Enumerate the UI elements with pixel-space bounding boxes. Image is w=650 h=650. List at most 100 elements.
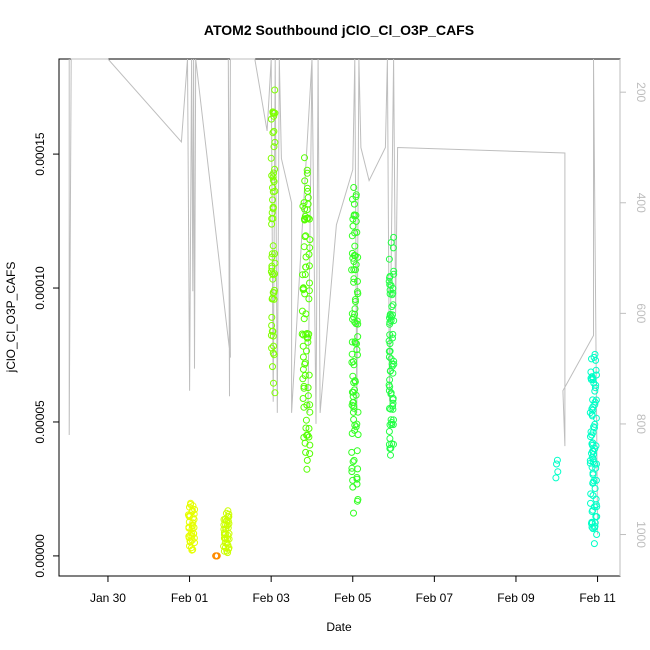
data-point	[304, 338, 312, 346]
data-point	[271, 389, 279, 397]
data-point	[588, 519, 596, 527]
data-point	[349, 393, 357, 401]
data-point	[302, 263, 310, 271]
y-tick-label: 0.00000	[33, 534, 47, 578]
x-tick-label: Feb 07	[416, 591, 454, 605]
data-point	[553, 456, 561, 464]
data-point	[592, 356, 600, 364]
data-point	[270, 127, 278, 135]
data-point	[387, 416, 395, 424]
data-point	[350, 278, 358, 286]
data-point	[590, 379, 598, 387]
data-point	[348, 350, 356, 358]
data-point	[270, 289, 278, 297]
data-point	[348, 448, 356, 456]
data-point	[352, 320, 360, 328]
data-point	[588, 441, 596, 449]
data-point	[388, 440, 396, 448]
data-point	[387, 389, 395, 397]
data-point	[552, 474, 560, 482]
data-point	[270, 342, 277, 350]
data-point	[267, 115, 275, 123]
data-point	[390, 357, 398, 365]
data-point	[268, 253, 276, 261]
data-point	[349, 254, 357, 262]
data-point	[385, 353, 393, 361]
data-point	[299, 271, 307, 279]
data-point	[387, 451, 394, 459]
data-point	[303, 456, 311, 464]
data-point	[390, 267, 398, 275]
data-point	[592, 414, 600, 422]
data-point	[189, 514, 197, 522]
data-point	[267, 268, 275, 276]
data-point	[386, 445, 394, 452]
data-point	[303, 431, 311, 439]
data-point	[348, 249, 356, 257]
data-point	[350, 184, 358, 191]
data-point	[350, 404, 358, 412]
data-point	[268, 264, 276, 272]
data-point	[591, 387, 599, 395]
data-point	[299, 365, 307, 373]
y-axis: 0.00000 0.00005 0.00010 0.00015	[33, 132, 59, 578]
data-point	[191, 539, 198, 547]
data-point	[305, 330, 313, 338]
data-point	[385, 381, 393, 389]
data-point	[220, 547, 228, 555]
data-point	[301, 271, 309, 278]
data-point	[189, 519, 197, 527]
data-point	[270, 295, 278, 303]
data-point	[299, 342, 307, 350]
data-point	[385, 255, 393, 263]
data-point	[588, 523, 596, 531]
data-point	[298, 307, 306, 315]
x-tick-label: Jan 30	[90, 591, 126, 605]
y-axis-label: jClO_Cl_O3P_CAFS	[4, 262, 18, 374]
data-point	[269, 363, 276, 371]
data-point	[593, 371, 600, 379]
data-point	[348, 338, 356, 346]
data-point	[385, 428, 393, 435]
data-point	[270, 143, 278, 151]
data-point	[591, 424, 598, 432]
data-point	[350, 275, 358, 283]
data-point	[304, 187, 312, 195]
data-point	[349, 476, 357, 484]
data-point	[269, 215, 277, 222]
data-point	[267, 154, 275, 162]
data-point	[587, 499, 594, 507]
data-points	[184, 86, 601, 560]
data-point	[592, 513, 600, 521]
data-point	[354, 465, 362, 473]
data-point	[302, 330, 310, 338]
data-point	[305, 371, 313, 379]
data-point	[302, 416, 310, 424]
data-point	[303, 184, 311, 192]
data-point	[349, 222, 357, 230]
data-point	[271, 165, 279, 173]
data-point	[299, 395, 307, 402]
data-point	[350, 358, 357, 365]
data-point	[299, 353, 307, 361]
chart-title: ATOM2 Southbound jClO_Cl_O3P_CAFS	[204, 22, 474, 38]
data-point	[348, 266, 356, 274]
data-point	[306, 401, 314, 409]
data-point	[350, 379, 358, 387]
data-point	[593, 531, 601, 538]
data-point	[353, 497, 361, 505]
data-point	[301, 154, 308, 162]
data-point	[351, 318, 359, 326]
data-point	[189, 502, 197, 510]
data-point	[389, 369, 397, 377]
data-point	[349, 388, 357, 396]
data-point	[353, 447, 361, 455]
data-point	[389, 334, 396, 342]
data-point	[350, 361, 358, 369]
data-point	[299, 375, 307, 383]
y2-tick-label: 800	[634, 414, 648, 434]
data-point	[352, 191, 360, 199]
data-point	[302, 232, 310, 240]
data-point	[388, 303, 396, 311]
